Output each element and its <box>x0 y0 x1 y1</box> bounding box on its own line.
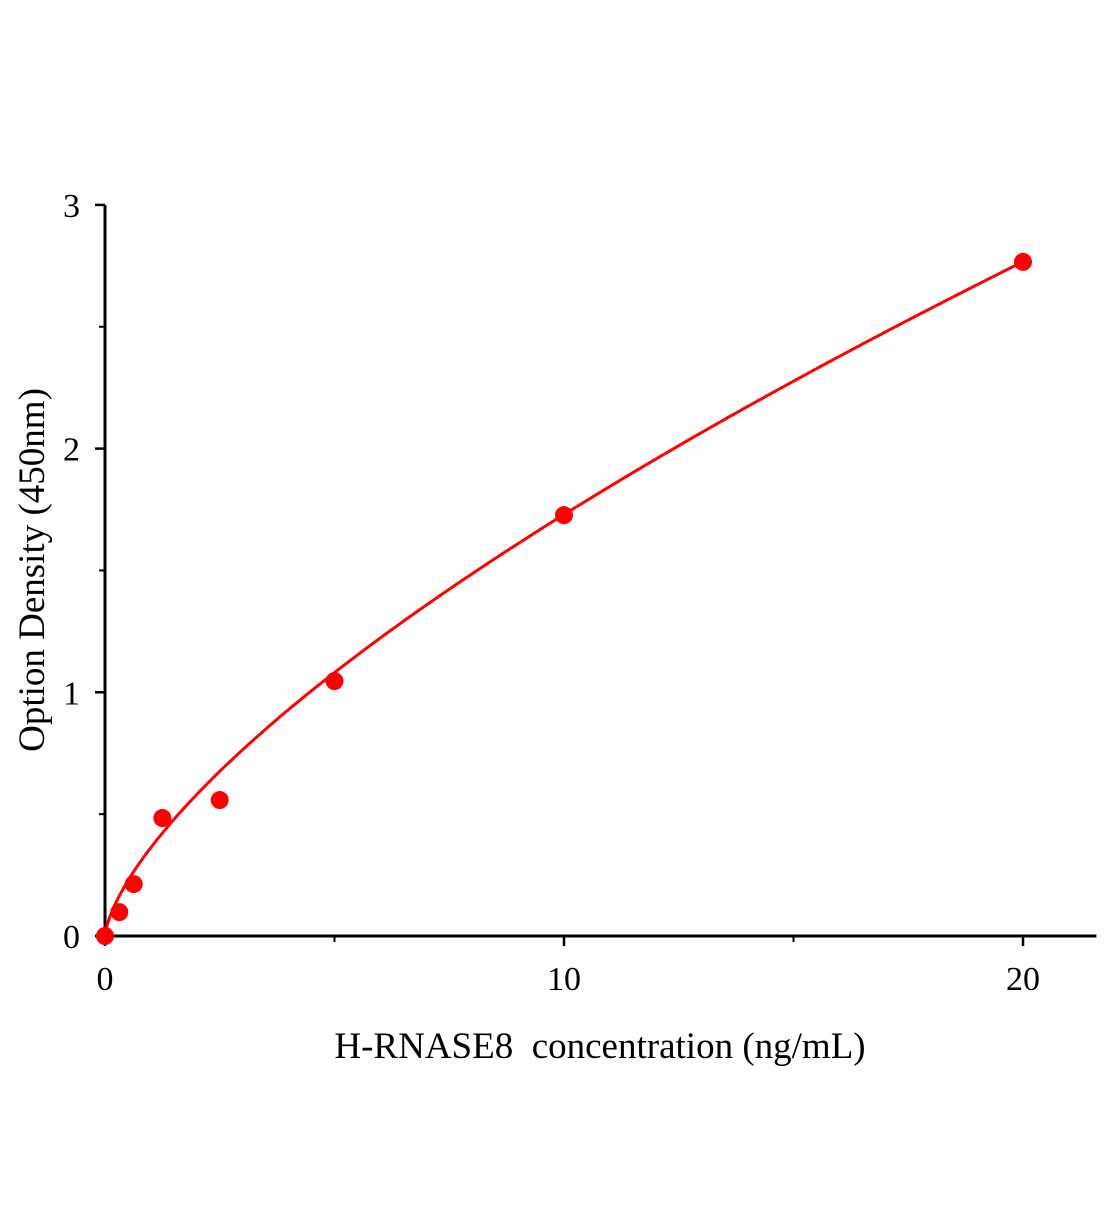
data-points <box>96 252 1032 945</box>
x-tick-label: 20 <box>1006 961 1040 998</box>
fit-curve <box>103 261 1022 937</box>
axes: 0 10 20 0 1 2 3 <box>63 188 1097 998</box>
data-point <box>124 875 143 894</box>
data-point <box>96 927 114 945</box>
y-tick-label: 0 <box>63 919 80 956</box>
y-axis-label: Option Density (450nm) <box>12 388 53 752</box>
x-tick-label: 0 <box>97 961 114 998</box>
data-point <box>153 809 172 828</box>
data-point <box>1014 252 1032 271</box>
y-tick-label: 2 <box>63 432 80 469</box>
data-point <box>210 791 229 810</box>
y-tick-label: 1 <box>63 675 80 712</box>
x-axis-label: H-RNASE8 concentration (ng/mL) <box>334 1026 865 1067</box>
y-tick-label: 3 <box>63 188 80 225</box>
x-tick-label: 10 <box>547 961 581 998</box>
data-point <box>325 672 344 691</box>
data-point <box>555 506 573 525</box>
data-point <box>110 903 129 922</box>
